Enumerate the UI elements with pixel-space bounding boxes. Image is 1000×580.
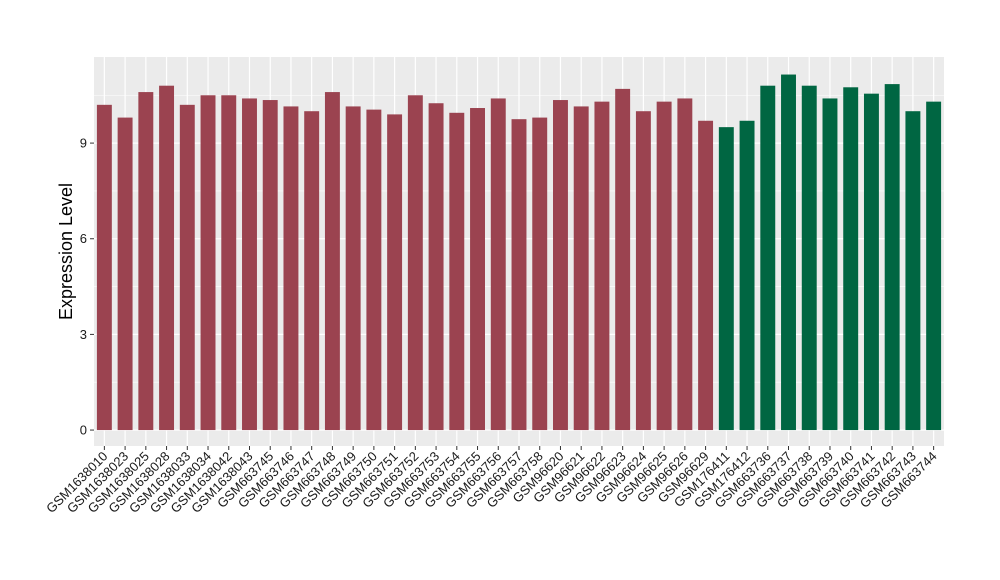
bar	[345, 106, 361, 431]
bar	[366, 109, 382, 431]
bar	[635, 111, 651, 431]
bar	[553, 100, 568, 431]
bar	[573, 106, 589, 431]
bar	[179, 104, 195, 431]
bar	[200, 95, 216, 431]
bar	[594, 101, 610, 431]
bar	[117, 117, 133, 431]
x-axis: GSM1638010GSM1638023GSM1638025GSM1638028…	[43, 446, 940, 516]
bar	[926, 101, 942, 431]
bar	[283, 106, 299, 431]
bar	[739, 120, 755, 431]
bar	[615, 88, 631, 431]
bar	[656, 101, 672, 431]
bar	[532, 117, 548, 431]
bar	[262, 100, 278, 431]
bar	[96, 104, 112, 431]
y-tick-label: 3	[80, 327, 87, 342]
bar	[324, 92, 340, 431]
bar	[428, 103, 444, 431]
bar	[677, 98, 693, 431]
bar	[843, 87, 859, 431]
y-axis: 0 3 6 9	[80, 136, 94, 438]
bar	[304, 111, 320, 431]
y-tick-label: 6	[80, 231, 87, 246]
y-tick-label: 9	[80, 136, 87, 151]
y-tick-label: 0	[80, 423, 87, 438]
bar	[470, 108, 485, 431]
bar	[718, 127, 734, 431]
bar	[781, 74, 796, 431]
bar	[822, 98, 838, 431]
bar	[698, 120, 714, 431]
bar	[407, 95, 423, 431]
bar	[801, 85, 817, 431]
bar	[905, 111, 921, 431]
bar	[863, 93, 879, 431]
bar	[387, 114, 403, 431]
bar	[760, 85, 776, 431]
bar	[138, 92, 154, 431]
bars	[96, 74, 942, 431]
bar	[490, 98, 506, 431]
bar	[159, 85, 175, 431]
bar	[242, 98, 257, 431]
y-axis-title: Expression Level	[56, 183, 76, 320]
bar	[449, 112, 465, 431]
bar	[221, 95, 237, 431]
bar	[884, 84, 900, 431]
bar	[511, 119, 527, 431]
